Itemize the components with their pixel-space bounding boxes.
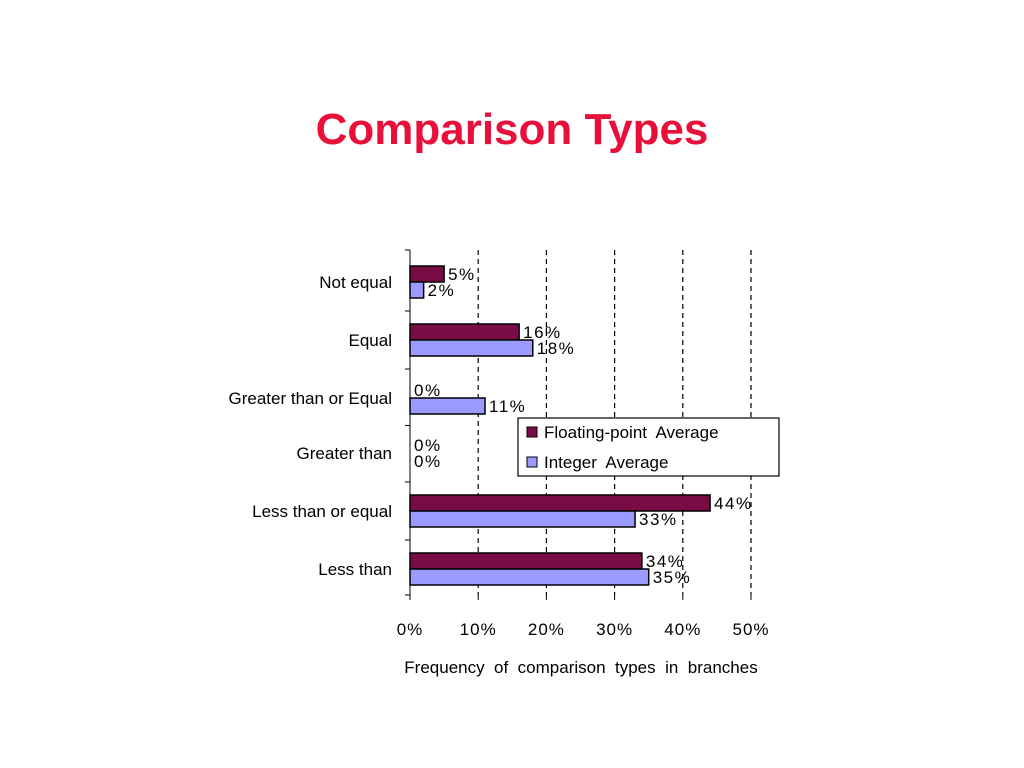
category-label: Not equal xyxy=(319,273,392,292)
bar-floating-point xyxy=(409,494,711,512)
data-label: 5% xyxy=(448,265,476,284)
x-tick-label: 50% xyxy=(732,620,769,639)
bar-floating-point xyxy=(409,552,643,570)
slide-title: Comparison Types xyxy=(315,105,709,154)
data-label: 0% xyxy=(414,381,442,400)
data-label: 2% xyxy=(428,281,456,300)
data-label: 34% xyxy=(646,552,685,571)
x-tick-label: 40% xyxy=(664,620,701,639)
legend-label: Floating-point Average xyxy=(544,423,719,442)
x-tick-label: 30% xyxy=(596,620,633,639)
x-tick-label: 10% xyxy=(460,620,497,639)
data-label: 18% xyxy=(537,339,576,358)
category-label: Greater than xyxy=(297,444,392,463)
bar-integer xyxy=(409,281,425,299)
category-label: Less than xyxy=(318,560,392,579)
x-tick-label: 20% xyxy=(528,620,565,639)
bars xyxy=(409,265,711,586)
data-label: 0% xyxy=(414,436,442,455)
axes: 0% 10% 20% 30% 40% 50% Frequency of comparison… xyxy=(229,249,769,677)
bar-integer xyxy=(409,510,636,528)
legend-swatch xyxy=(526,426,538,438)
legend-label: Integer Average xyxy=(544,453,668,472)
data-labels: 5%16%0%0%44%34%2%18%11%0%33%35% xyxy=(414,265,753,587)
data-label: 16% xyxy=(523,323,562,342)
x-axis-label: Frequency of comparison types in branche… xyxy=(404,658,757,677)
bar-integer xyxy=(409,339,534,357)
data-label: 0% xyxy=(414,452,442,471)
data-label: 11% xyxy=(489,397,526,416)
bar-integer xyxy=(409,568,650,586)
data-label: 44% xyxy=(714,494,753,513)
bar-floating-point xyxy=(409,265,445,283)
bar-integer xyxy=(409,397,486,415)
legend-swatch xyxy=(526,456,538,468)
category-label: Equal xyxy=(349,331,392,350)
category-label: Less than or equal xyxy=(252,502,392,521)
data-label: 35% xyxy=(653,568,692,587)
category-label: Greater than or Equal xyxy=(229,389,392,408)
legend: Floating-point Average Integer Average xyxy=(517,417,780,477)
legend-box xyxy=(517,417,780,477)
x-tick-label: 0% xyxy=(397,620,424,639)
bar-floating-point xyxy=(409,323,520,341)
data-label: 33% xyxy=(639,510,678,529)
